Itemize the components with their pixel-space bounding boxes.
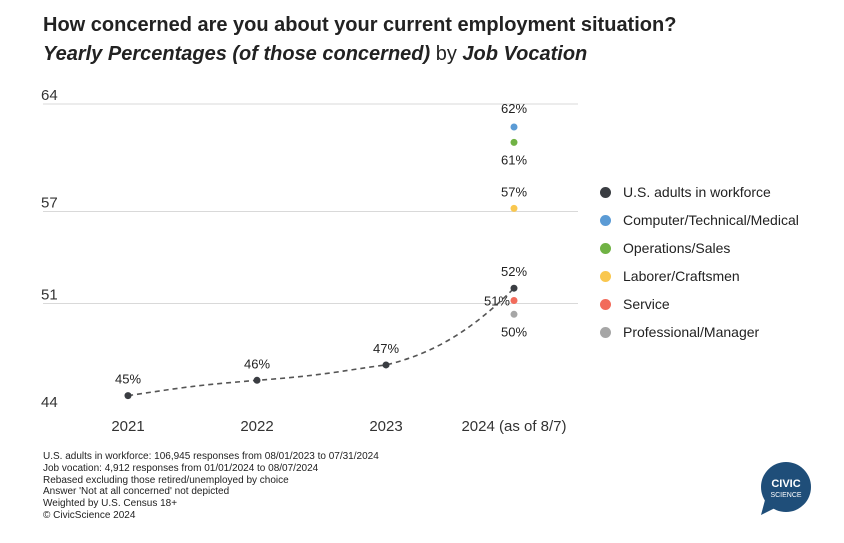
data-label: 57%: [501, 184, 527, 199]
legend-label: Computer/Technical/Medical: [623, 212, 799, 228]
civicscience-logo: CIVIC SCIENCE: [761, 462, 811, 515]
legend-dot-icon: [600, 214, 611, 226]
y-tick-label: 57: [41, 194, 58, 211]
footnotes: U.S. adults in workforce: 106,945 respon…: [43, 451, 379, 522]
data-point-vocation: [510, 123, 518, 131]
legend-label: Laborer/Craftsmen: [623, 268, 740, 284]
chart-title: How concerned are you about your current…: [43, 14, 677, 36]
legend-item: Service: [600, 290, 799, 318]
legend-label: U.S. adults in workforce: [623, 184, 771, 200]
data-point-us-adults: [253, 376, 261, 384]
footnote: Answer 'Not at all concerned' not depict…: [43, 486, 230, 498]
footnote: Weighted by U.S. Census 18+: [43, 498, 178, 510]
y-tick-label: 44: [41, 394, 58, 411]
legend-dot-icon: [600, 298, 611, 310]
legend-dot-icon: [600, 186, 611, 198]
legend-item: Computer/Technical/Medical: [600, 206, 799, 234]
data-point-us-adults: [124, 392, 132, 400]
legend-item: U.S. adults in workforce: [600, 178, 799, 206]
legend-dot-icon: [600, 326, 611, 338]
data-label: 50%: [501, 324, 527, 339]
data-point-us-adults: [510, 284, 518, 292]
x-tick-label: 2024 (as of 8/7): [461, 418, 566, 435]
footnote: Rebased excluding those retired/unemploy…: [43, 474, 289, 486]
legend-item: Laborer/Craftsmen: [600, 262, 799, 290]
subtitle-part1: Yearly Percentages (of those concerned): [43, 43, 431, 65]
data-point-us-adults: [382, 361, 390, 369]
subtitle-part2: by: [430, 43, 463, 65]
legend-dot-icon: [600, 242, 611, 254]
x-tick-label: 2023: [369, 418, 402, 435]
data-label: 52%: [501, 264, 527, 279]
data-point-vocation: [510, 138, 518, 146]
x-tick-label: 2022: [240, 418, 273, 435]
chart-legend: U.S. adults in workforce Computer/Techni…: [600, 178, 799, 346]
legend-dot-icon: [600, 270, 611, 282]
legend-item: Operations/Sales: [600, 234, 799, 262]
data-point-vocation: [510, 296, 518, 304]
logo-text-line2: SCIENCE: [770, 492, 801, 499]
data-label: 45%: [115, 372, 141, 387]
x-tick-label: 2021: [111, 418, 144, 435]
series-line-us-adults: [127, 287, 515, 397]
legend-item: Professional/Manager: [600, 318, 799, 346]
footnote: © CivicScience 2024: [43, 509, 136, 521]
legend-label: Service: [623, 296, 670, 312]
subtitle-part3: Job Vocation: [462, 43, 588, 65]
footnote: U.S. adults in workforce: 106,945 respon…: [43, 451, 379, 462]
logo-text-line1: CIVIC: [771, 478, 800, 490]
data-label: 47%: [373, 341, 399, 356]
data-point-vocation: [510, 310, 518, 318]
chart-subtitle: Yearly Percentages (of those concerned) …: [43, 43, 833, 66]
y-tick-label: 51: [41, 287, 58, 304]
data-label: 62%: [501, 101, 527, 116]
data-label: 51%: [484, 293, 510, 308]
data-label: 61%: [501, 152, 527, 167]
y-tick-label: 64: [41, 87, 58, 104]
legend-label: Operations/Sales: [623, 240, 731, 256]
legend-label: Professional/Manager: [623, 324, 760, 340]
data-point-vocation: [510, 204, 518, 212]
data-label: 46%: [244, 356, 270, 371]
footnote: Job vocation: 4,912 responses from 01/01…: [43, 462, 319, 474]
